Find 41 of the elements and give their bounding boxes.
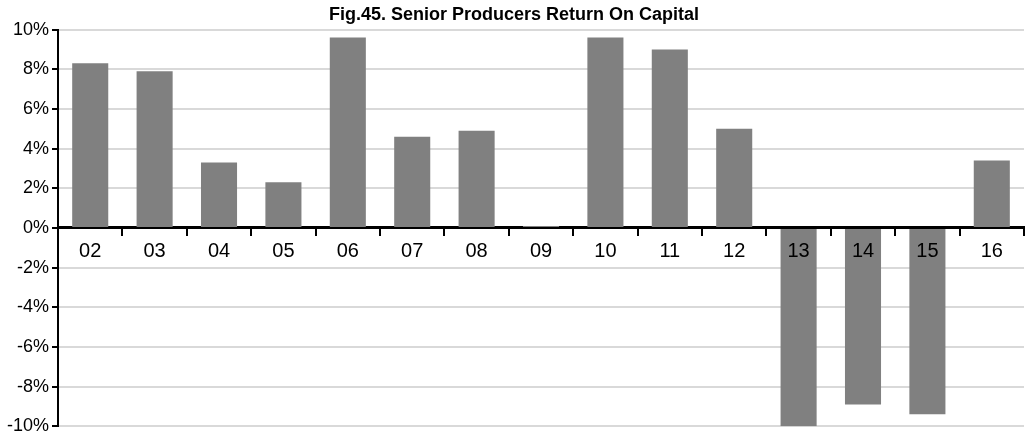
bar <box>651 49 688 227</box>
x-tick-label: 07 <box>401 239 424 262</box>
x-tick-label: 03 <box>143 239 166 262</box>
bar <box>265 182 302 227</box>
bar <box>909 228 946 415</box>
y-tick-label: -6% <box>17 335 50 356</box>
x-tick-label: 10 <box>594 239 617 262</box>
x-tick-label: 02 <box>79 239 102 262</box>
bar <box>780 228 817 427</box>
bar <box>716 128 753 227</box>
bar <box>72 63 109 227</box>
x-tick-label: 05 <box>272 239 295 262</box>
y-tick-label: -4% <box>17 296 50 317</box>
x-tick-label: 16 <box>980 239 1003 262</box>
x-tick-label: 14 <box>851 239 875 262</box>
y-tick-label: -8% <box>17 375 50 396</box>
y-tick-label: -10% <box>6 415 50 436</box>
bar <box>136 71 173 227</box>
chart-title: Fig.45. Senior Producers Return On Capital <box>328 3 700 24</box>
bar <box>844 228 882 405</box>
y-tick-label: 10% <box>12 18 50 39</box>
bar <box>394 136 431 227</box>
bar <box>458 130 495 227</box>
bar <box>200 162 238 227</box>
x-tick-label: 15 <box>916 239 939 262</box>
x-tick-label: 06 <box>336 239 359 262</box>
y-tick-label: 2% <box>23 177 50 198</box>
y-tick-label: 6% <box>23 97 50 118</box>
x-tick-label: 13 <box>787 239 810 262</box>
x-tick-label: 11 <box>659 239 681 262</box>
x-tick-label: 04 <box>207 239 231 262</box>
bar <box>973 160 1010 227</box>
y-tick-label: -2% <box>17 256 50 277</box>
y-tick-label: 0% <box>23 216 50 237</box>
y-tick-label: 8% <box>23 58 50 79</box>
bar <box>329 37 366 227</box>
x-tick-label: 12 <box>723 239 746 262</box>
x-tick-label: 08 <box>465 239 488 262</box>
bar <box>587 37 624 227</box>
x-tick-label: 09 <box>529 239 553 262</box>
y-tick-label: 4% <box>23 137 50 158</box>
